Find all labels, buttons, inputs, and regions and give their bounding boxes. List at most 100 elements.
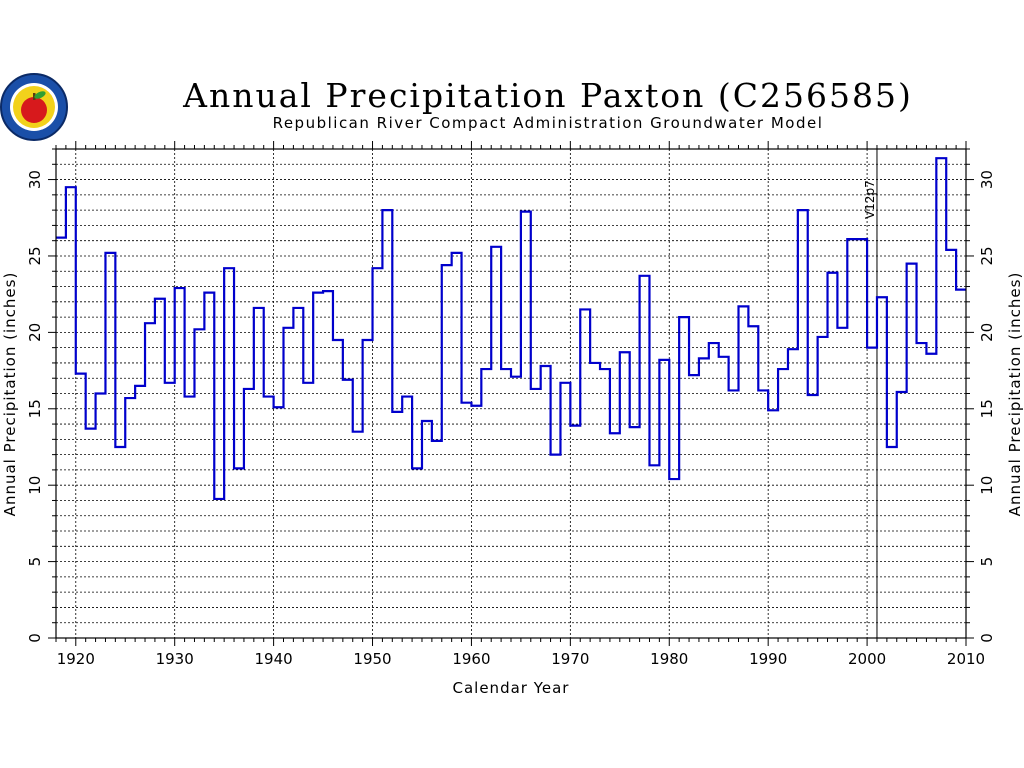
horizontal-gridlines xyxy=(56,163,966,624)
data-point xyxy=(491,246,501,248)
data-point xyxy=(778,368,788,370)
data-point xyxy=(135,385,145,387)
y-tick-label-left: 25 xyxy=(26,246,44,265)
y-tick-label-right: 0 xyxy=(978,633,996,643)
data-point xyxy=(758,389,768,391)
data-point xyxy=(600,368,610,370)
y-tick-label-left: 30 xyxy=(26,170,44,189)
annotation-label: V12p7 xyxy=(863,180,877,219)
data-point xyxy=(818,336,828,338)
apple-icon xyxy=(21,97,47,123)
y-tick-label-left: 5 xyxy=(26,557,44,567)
data-point xyxy=(481,368,491,370)
data-point xyxy=(313,292,323,294)
y-tick-labels-right: 0 5 10 15 20 25 30 xyxy=(978,170,996,643)
x-tick-label: 1930 xyxy=(156,650,194,668)
data-point xyxy=(194,328,204,330)
data-point xyxy=(689,374,699,376)
data-point xyxy=(86,428,96,430)
data-point xyxy=(956,289,966,291)
data-point xyxy=(926,353,936,355)
x-tick-label: 1920 xyxy=(57,650,95,668)
precipitation-series xyxy=(56,157,966,501)
data-point xyxy=(264,396,274,398)
data-point xyxy=(907,263,917,265)
data-point xyxy=(224,267,234,269)
data-point xyxy=(76,373,86,375)
data-point xyxy=(274,406,284,408)
data-point xyxy=(175,287,185,289)
data-point xyxy=(432,440,442,442)
chart-subtitle: Republican River Compact Administration … xyxy=(273,114,824,132)
rrca-logo xyxy=(0,73,68,141)
data-point xyxy=(323,290,333,292)
data-point xyxy=(462,402,472,404)
data-point xyxy=(412,467,422,469)
data-point xyxy=(254,307,264,309)
data-point xyxy=(768,409,778,411)
x-tick-label: 1990 xyxy=(749,650,787,668)
apple-leaf-icon xyxy=(34,91,46,99)
data-point xyxy=(719,356,729,358)
y-tick-label-right: 5 xyxy=(978,557,996,567)
data-point xyxy=(422,420,432,422)
x-tick-label: 1940 xyxy=(255,650,293,668)
data-point xyxy=(917,342,927,344)
data-point xyxy=(511,376,521,378)
data-point xyxy=(709,342,719,344)
apple-stem-icon xyxy=(33,93,36,100)
data-point xyxy=(204,292,214,294)
data-point xyxy=(729,389,739,391)
data-point xyxy=(185,396,195,398)
data-point xyxy=(531,388,541,390)
y-tick-label-left: 20 xyxy=(26,323,44,342)
data-point xyxy=(353,431,363,433)
data-point xyxy=(640,275,650,277)
data-point xyxy=(946,249,956,251)
y-tick-labels-left: 0 5 10 15 20 25 30 xyxy=(26,170,44,643)
data-point xyxy=(748,325,758,327)
data-point xyxy=(659,359,669,361)
data-point xyxy=(877,296,887,298)
data-point xyxy=(402,396,412,398)
data-point xyxy=(56,237,66,239)
data-point xyxy=(66,186,76,188)
y-tick-label-right: 15 xyxy=(978,399,996,418)
data-point xyxy=(541,365,551,367)
data-point xyxy=(936,157,946,159)
data-point xyxy=(669,478,679,480)
data-point xyxy=(363,339,373,341)
data-point xyxy=(620,351,630,353)
x-tick-label: 2000 xyxy=(848,650,886,668)
y-tick-label-right: 10 xyxy=(978,476,996,495)
data-point xyxy=(155,298,165,300)
data-point xyxy=(798,209,808,211)
y-tick-label-left: 0 xyxy=(26,633,44,643)
data-point xyxy=(808,394,818,396)
data-point xyxy=(284,327,294,329)
data-point xyxy=(96,393,106,395)
x-tick-label: 1950 xyxy=(353,650,391,668)
data-point xyxy=(739,305,749,307)
data-point xyxy=(343,379,353,381)
data-point xyxy=(867,347,877,349)
data-point xyxy=(560,382,570,384)
data-point xyxy=(214,498,224,500)
data-point xyxy=(471,405,481,407)
data-point xyxy=(521,211,531,213)
data-point xyxy=(125,397,135,399)
data-point xyxy=(303,382,313,384)
data-point xyxy=(699,357,709,359)
data-point xyxy=(551,454,561,456)
data-point xyxy=(570,425,580,427)
x-tick-label: 2010 xyxy=(947,650,985,668)
data-point xyxy=(105,252,115,254)
x-tick-label: 1970 xyxy=(551,650,589,668)
axis-ticks xyxy=(48,141,974,646)
x-tick-label: 1980 xyxy=(650,650,688,668)
data-point xyxy=(828,272,838,274)
x-tick-label: 1960 xyxy=(452,650,490,668)
data-point xyxy=(590,362,600,364)
data-point xyxy=(333,339,343,341)
data-point xyxy=(115,446,125,448)
